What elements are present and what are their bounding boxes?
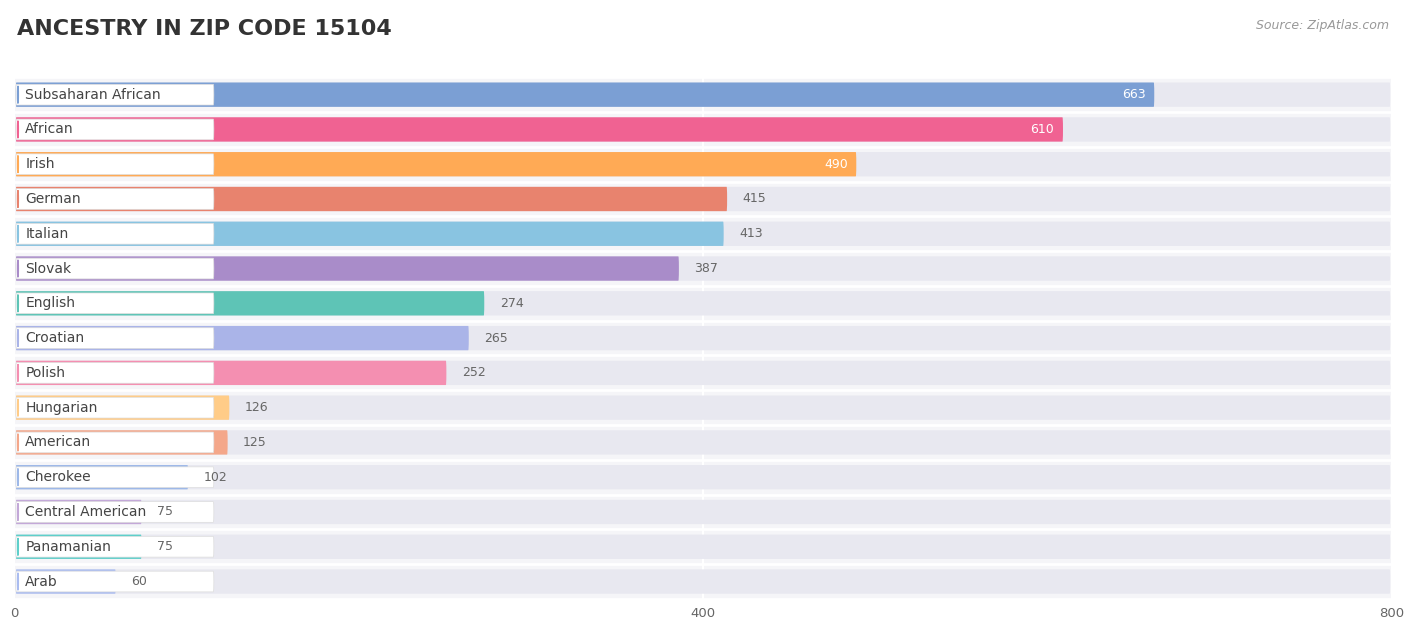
FancyBboxPatch shape xyxy=(14,529,1392,564)
FancyBboxPatch shape xyxy=(15,222,724,246)
Text: American: American xyxy=(25,435,91,450)
FancyBboxPatch shape xyxy=(14,77,1392,112)
FancyBboxPatch shape xyxy=(15,535,1391,559)
FancyBboxPatch shape xyxy=(14,460,1392,495)
Text: 413: 413 xyxy=(740,227,763,240)
FancyBboxPatch shape xyxy=(15,222,1391,246)
FancyBboxPatch shape xyxy=(15,326,1391,350)
FancyBboxPatch shape xyxy=(15,361,1391,385)
FancyBboxPatch shape xyxy=(14,425,1392,460)
Text: Polish: Polish xyxy=(25,366,65,380)
FancyBboxPatch shape xyxy=(15,571,214,592)
FancyBboxPatch shape xyxy=(14,216,1392,251)
FancyBboxPatch shape xyxy=(15,258,214,279)
Text: Slovak: Slovak xyxy=(25,261,72,276)
FancyBboxPatch shape xyxy=(14,182,1392,216)
Text: 75: 75 xyxy=(157,540,173,553)
Text: 415: 415 xyxy=(742,193,766,205)
FancyBboxPatch shape xyxy=(15,465,1391,489)
FancyBboxPatch shape xyxy=(15,465,188,489)
FancyBboxPatch shape xyxy=(15,82,1154,107)
Text: Cherokee: Cherokee xyxy=(25,470,91,484)
Text: Central American: Central American xyxy=(25,505,146,519)
Text: Hungarian: Hungarian xyxy=(25,401,97,415)
Text: 610: 610 xyxy=(1031,123,1054,136)
Text: 490: 490 xyxy=(824,158,848,171)
FancyBboxPatch shape xyxy=(15,291,484,316)
Text: English: English xyxy=(25,296,76,310)
FancyBboxPatch shape xyxy=(15,397,214,418)
FancyBboxPatch shape xyxy=(15,569,1391,594)
Text: 75: 75 xyxy=(157,506,173,518)
FancyBboxPatch shape xyxy=(15,361,446,385)
Text: ANCESTRY IN ZIP CODE 15104: ANCESTRY IN ZIP CODE 15104 xyxy=(17,19,392,39)
FancyBboxPatch shape xyxy=(15,82,1391,107)
FancyBboxPatch shape xyxy=(15,154,214,175)
FancyBboxPatch shape xyxy=(15,187,1391,211)
Text: 265: 265 xyxy=(484,332,508,345)
FancyBboxPatch shape xyxy=(14,355,1392,390)
FancyBboxPatch shape xyxy=(14,495,1392,529)
FancyBboxPatch shape xyxy=(14,286,1392,321)
FancyBboxPatch shape xyxy=(15,84,214,105)
Text: Italian: Italian xyxy=(25,227,69,241)
FancyBboxPatch shape xyxy=(15,117,1063,142)
Text: 274: 274 xyxy=(499,297,523,310)
FancyBboxPatch shape xyxy=(15,363,214,383)
FancyBboxPatch shape xyxy=(15,395,229,420)
Text: African: African xyxy=(25,122,75,137)
FancyBboxPatch shape xyxy=(14,251,1392,286)
FancyBboxPatch shape xyxy=(15,536,214,557)
FancyBboxPatch shape xyxy=(15,223,214,244)
FancyBboxPatch shape xyxy=(15,467,214,488)
Text: 60: 60 xyxy=(131,575,148,588)
Text: Panamanian: Panamanian xyxy=(25,540,111,554)
FancyBboxPatch shape xyxy=(15,535,142,559)
FancyBboxPatch shape xyxy=(15,256,679,281)
Text: 252: 252 xyxy=(463,366,485,379)
FancyBboxPatch shape xyxy=(15,328,214,348)
Text: 126: 126 xyxy=(245,401,269,414)
FancyBboxPatch shape xyxy=(15,432,214,453)
FancyBboxPatch shape xyxy=(15,152,856,176)
Text: 125: 125 xyxy=(243,436,267,449)
FancyBboxPatch shape xyxy=(15,500,142,524)
FancyBboxPatch shape xyxy=(15,189,214,209)
Text: Croatian: Croatian xyxy=(25,331,84,345)
FancyBboxPatch shape xyxy=(14,564,1392,599)
FancyBboxPatch shape xyxy=(14,390,1392,425)
FancyBboxPatch shape xyxy=(15,152,1391,176)
Text: 663: 663 xyxy=(1122,88,1146,101)
FancyBboxPatch shape xyxy=(15,291,1391,316)
Text: 102: 102 xyxy=(204,471,228,484)
Text: Arab: Arab xyxy=(25,574,58,589)
Text: 387: 387 xyxy=(695,262,718,275)
FancyBboxPatch shape xyxy=(15,326,468,350)
FancyBboxPatch shape xyxy=(15,256,1391,281)
FancyBboxPatch shape xyxy=(15,502,214,522)
FancyBboxPatch shape xyxy=(15,117,1391,142)
FancyBboxPatch shape xyxy=(14,112,1392,147)
Text: Irish: Irish xyxy=(25,157,55,171)
Text: German: German xyxy=(25,192,82,206)
FancyBboxPatch shape xyxy=(15,430,1391,455)
Text: Source: ZipAtlas.com: Source: ZipAtlas.com xyxy=(1256,19,1389,32)
FancyBboxPatch shape xyxy=(15,293,214,314)
FancyBboxPatch shape xyxy=(15,187,727,211)
FancyBboxPatch shape xyxy=(15,119,214,140)
FancyBboxPatch shape xyxy=(15,500,1391,524)
FancyBboxPatch shape xyxy=(14,321,1392,355)
FancyBboxPatch shape xyxy=(15,569,115,594)
FancyBboxPatch shape xyxy=(15,395,1391,420)
Text: Subsaharan African: Subsaharan African xyxy=(25,88,160,102)
FancyBboxPatch shape xyxy=(14,147,1392,182)
FancyBboxPatch shape xyxy=(15,430,228,455)
